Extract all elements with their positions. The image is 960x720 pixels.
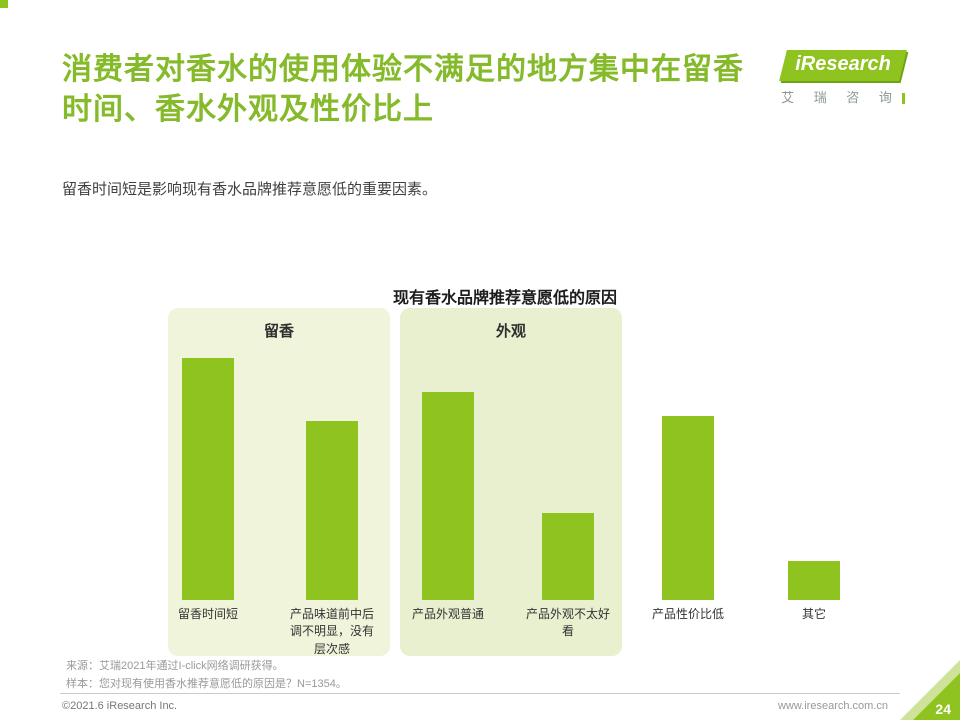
- page-corner-triangle: [913, 673, 960, 720]
- iresearch-logo-chinese-text: 艾 瑞 咨 询: [781, 90, 900, 105]
- chart-bar: [788, 561, 840, 600]
- iresearch-logo: iResearch 艾 瑞 咨 询: [778, 50, 908, 106]
- footnote-source: 来源：艾瑞2021年通过I-click网络调研获得。: [66, 660, 284, 672]
- chart-bar: [662, 416, 714, 600]
- top-left-corner-mark: [0, 0, 8, 8]
- iresearch-logo-text: iResearch: [795, 53, 892, 75]
- page-number: 24: [935, 701, 951, 717]
- page-title: 消费者对香水的使用体验不满足的地方集中在留香 时间、香水外观及性价比上: [62, 50, 792, 130]
- iresearch-logo-chinese: 艾 瑞 咨 询: [778, 87, 908, 106]
- page-title-line1: 消费者对香水的使用体验不满足的地方集中在留香: [62, 53, 744, 86]
- chart-bar: [306, 421, 358, 600]
- footer-website-link[interactable]: www.iresearch.com.cn: [777, 700, 888, 712]
- page-title-line2: 时间、香水外观及性价比上: [62, 92, 434, 126]
- chart-title: 现有香水品牌推荐意愿低的原因: [392, 290, 617, 307]
- chart-group-label: 外观: [495, 323, 526, 340]
- chart-bar-label: 产品外观不太好看: [525, 607, 610, 639]
- chart-bar-label: 其它: [801, 607, 826, 621]
- logo-green-tick-icon: [901, 93, 905, 105]
- chart-bar-label: 留香时间短: [177, 607, 238, 621]
- chart-bar-label: 产品味道前中后调不明显，没有层次感: [289, 607, 374, 656]
- chart-bar-label: 产品外观普通: [411, 607, 484, 621]
- footnote-sample: 样本：您对现有使用香水推荐意愿低的原因是？N=1354。: [66, 678, 347, 690]
- chart-bar: [182, 358, 234, 600]
- chart-bar-label: 产品性价比低: [651, 607, 724, 621]
- iresearch-logo-banner: iResearch: [779, 50, 907, 81]
- chart-bar: [542, 513, 594, 600]
- footer-copyright: ©2021.6 iResearch Inc.: [62, 700, 178, 712]
- slide-subtitle: 留香时间短是影响现有香水品牌推荐意愿低的重要因素。: [62, 181, 438, 198]
- chart-bar: [422, 392, 474, 600]
- chart-group-label: 留香: [263, 323, 294, 340]
- footer-divider: [60, 693, 900, 694]
